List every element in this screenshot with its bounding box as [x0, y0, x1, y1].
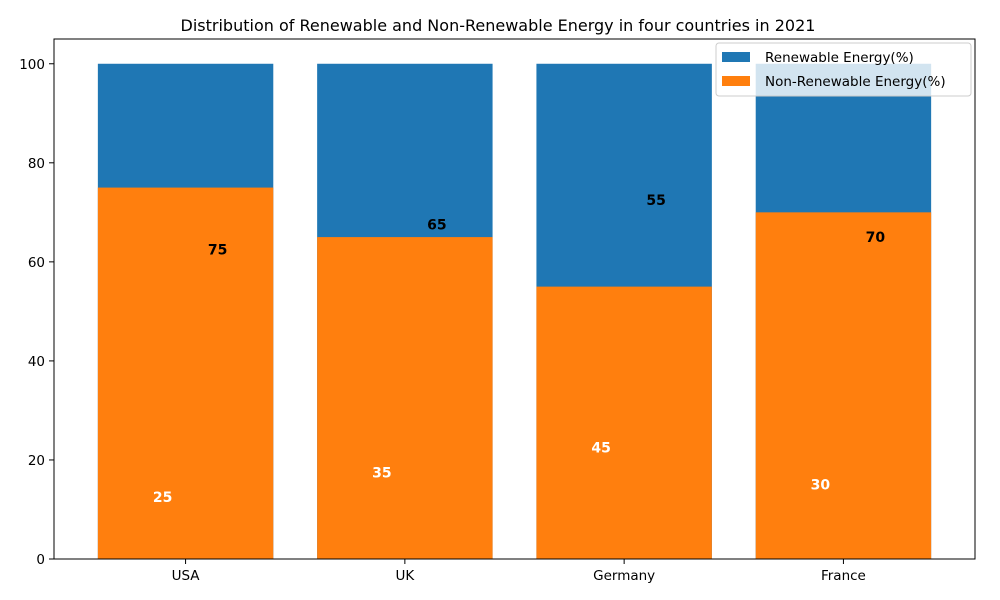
y-axis: 0 20 40 60 80 100	[19, 57, 54, 568]
bar-non-renewable-germany	[536, 287, 711, 559]
data-label-renewable-france: 30	[811, 478, 831, 494]
x-axis: USA UK Germany France	[172, 559, 866, 584]
y-tick-label-20: 20	[28, 453, 45, 469]
legend-label-renewable: Renewable Energy(%)	[765, 50, 914, 66]
x-tick-label-uk: UK	[395, 568, 415, 584]
data-label-non-renewable-usa: 75	[208, 242, 227, 258]
data-label-non-renewable-france: 70	[866, 230, 886, 246]
data-label-renewable-uk: 35	[372, 465, 391, 481]
bar-non-renewable-usa	[98, 188, 273, 559]
x-tick-label-usa: USA	[172, 568, 201, 584]
y-tick-label-100: 100	[19, 57, 45, 73]
legend-swatch-renewable	[722, 52, 750, 62]
y-tick-label-0: 0	[36, 552, 45, 568]
x-tick-label-germany: Germany	[593, 568, 655, 584]
x-tick-label-france: France	[821, 568, 866, 584]
bars-layer	[98, 64, 931, 559]
y-tick-label-60: 60	[28, 255, 45, 271]
data-label-renewable-germany: 45	[591, 441, 610, 457]
y-tick-label-80: 80	[28, 156, 45, 172]
legend-label-non-renewable: Non-Renewable Energy(%)	[765, 74, 946, 90]
bar-non-renewable-france	[756, 212, 931, 559]
chart-title: Distribution of Renewable and Non-Renewa…	[181, 16, 816, 35]
y-tick-label-40: 40	[28, 354, 45, 370]
data-label-renewable-usa: 25	[153, 490, 172, 506]
legend-swatch-non-renewable	[722, 76, 750, 86]
data-label-non-renewable-germany: 55	[646, 193, 665, 209]
legend: Renewable Energy(%) Non-Renewable Energy…	[716, 43, 971, 96]
data-label-non-renewable-uk: 65	[427, 218, 446, 234]
bar-non-renewable-uk	[317, 237, 492, 559]
